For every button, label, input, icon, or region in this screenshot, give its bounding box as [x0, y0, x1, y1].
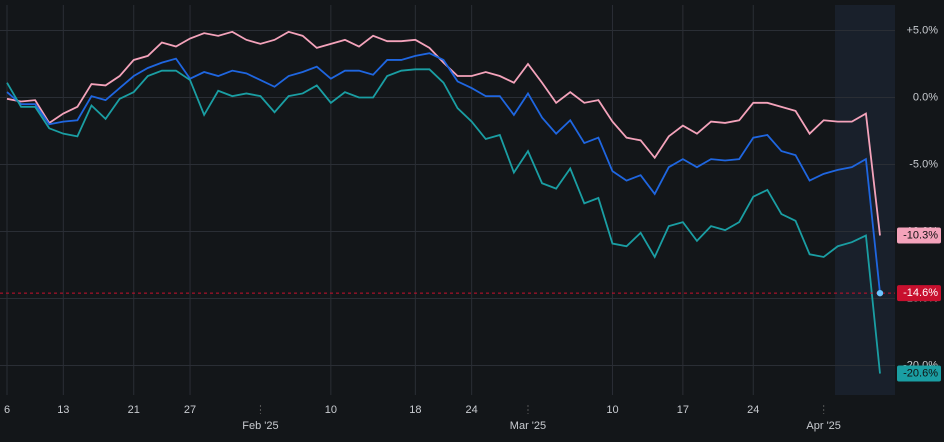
- x-tick-label: 13: [57, 404, 69, 416]
- line-series: [6, 30, 881, 236]
- line-series: [6, 52, 881, 294]
- x-tick-label: Mar '25: [510, 420, 546, 432]
- y-tick-label: 0.0%: [913, 91, 938, 103]
- value-label: -20.6%: [903, 367, 938, 379]
- value-label-box: [897, 285, 941, 302]
- y-tick-label: +5.0%: [907, 24, 939, 36]
- value-label-box: [897, 365, 941, 382]
- end-point: [876, 289, 884, 297]
- x-tick-label: 17: [677, 404, 689, 416]
- shaded-region: [835, 5, 895, 395]
- x-tick-label: 27: [184, 404, 196, 416]
- value-label: -10.3%: [903, 229, 938, 241]
- x-tick-label: 24: [747, 404, 759, 416]
- x-tick-label: 10: [325, 404, 337, 416]
- x-tick-label: Apr '25: [806, 420, 841, 432]
- x-tick-label: 21: [128, 404, 140, 416]
- value-label-box: [897, 227, 941, 244]
- x-tick-label: 10: [606, 404, 618, 416]
- line-series: [6, 68, 881, 374]
- x-tick-label: Feb '25: [242, 420, 278, 432]
- y-tick-label: -5.0%: [909, 158, 938, 170]
- x-tick-label: 18: [409, 404, 421, 416]
- x-tick-label: 6: [4, 404, 10, 416]
- value-label: -14.6%: [903, 287, 938, 299]
- x-tick-label: 24: [466, 404, 478, 416]
